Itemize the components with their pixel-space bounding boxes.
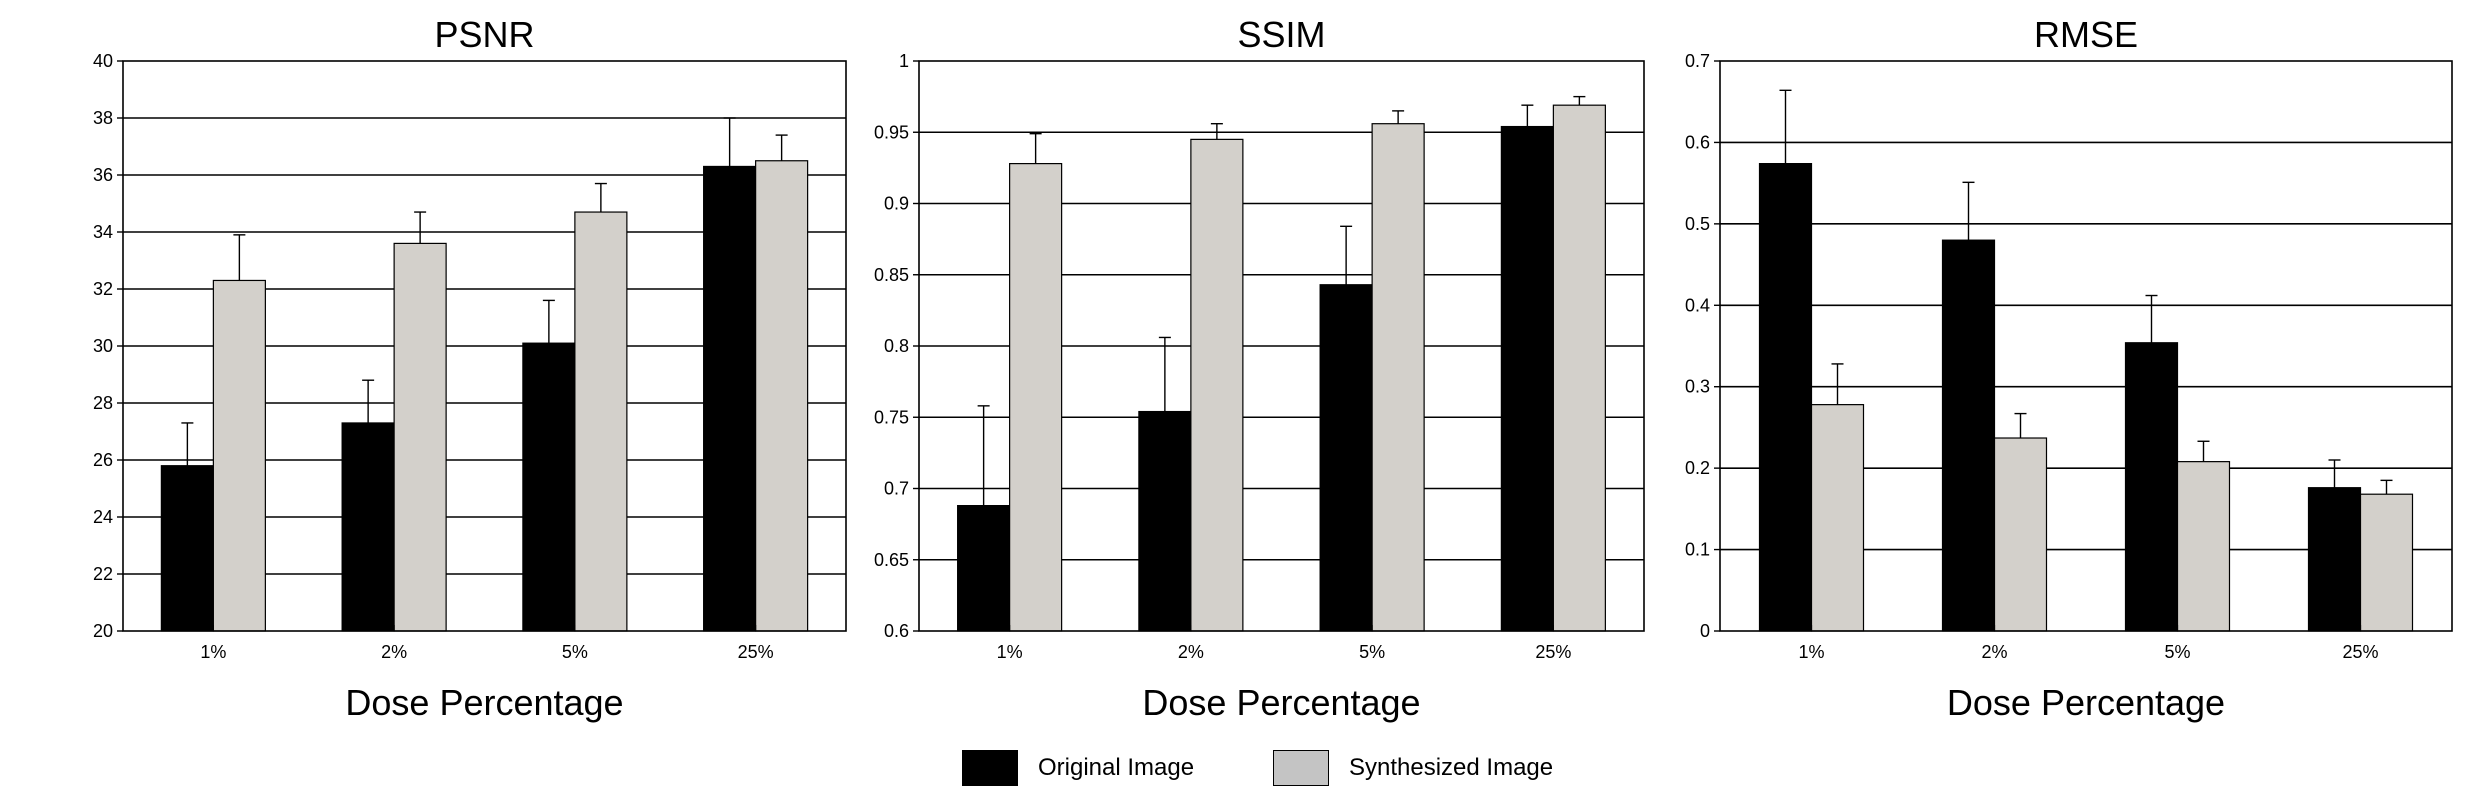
ssim-ytick-label: 0.9 <box>884 194 909 214</box>
rmse-ytick-label: 0 <box>1700 621 1710 641</box>
psnr-bar-original <box>341 422 395 632</box>
ssim-bar-synthesized <box>1190 138 1244 632</box>
rmse-title: RMSE <box>2034 14 2138 55</box>
psnr-ytick-label: 22 <box>93 564 113 584</box>
psnr-ytick-label: 24 <box>93 507 113 527</box>
psnr-bar-synthesized <box>574 211 628 632</box>
rmse-ytick-label: 0.7 <box>1685 51 1710 71</box>
legend-label-original: Original Image <box>1038 754 1195 781</box>
rmse-ytick-label: 0.4 <box>1685 295 1710 315</box>
psnr-bar-synthesized <box>393 242 447 632</box>
rmse-bar-original <box>2124 342 2179 632</box>
ssim-ytick-label: 0.75 <box>874 407 909 427</box>
rmse-bar-original <box>1758 163 1813 632</box>
psnr-xlabel: Dose Percentage <box>345 682 623 723</box>
rmse-xlabel: Dose Percentage <box>1947 682 2225 723</box>
ssim-xtick-label: 5% <box>1359 642 1385 662</box>
legend-swatch-synthesized <box>1273 750 1329 786</box>
ssim-bar-synthesized <box>1552 104 1606 632</box>
rmse-bar-original <box>1941 239 1996 632</box>
ssim-xlabel: Dose Percentage <box>1142 682 1420 723</box>
rmse-xtick-label: 25% <box>2342 642 2378 662</box>
ssim-ytick-label: 1 <box>899 51 909 71</box>
rmse-ytick-label: 0.1 <box>1685 540 1710 560</box>
psnr-ytick-label: 30 <box>93 336 113 356</box>
rmse-xtick-label: 5% <box>2164 642 2190 662</box>
ssim-xtick-label: 2% <box>1178 642 1204 662</box>
psnr-title: PSNR <box>434 14 534 55</box>
legend-item-synthesized: Synthesized Image <box>1273 748 1553 788</box>
psnr-xtick-label: 5% <box>562 642 588 662</box>
psnr-ytick-label: 32 <box>93 279 113 299</box>
rmse-bar-synthesized <box>2359 493 2414 632</box>
ssim-bar-original <box>1319 284 1373 632</box>
ssim-ytick-label: 0.7 <box>884 479 909 499</box>
rmse-bar-synthesized <box>1993 437 2048 632</box>
ssim-bar-synthesized <box>1009 163 1063 632</box>
ssim-frame <box>918 60 1645 632</box>
rmse-bar-original <box>2307 487 2362 632</box>
rmse-bar-synthesized <box>1810 404 1865 632</box>
psnr-frame <box>122 60 847 632</box>
rmse-ytick-label: 0.5 <box>1685 214 1710 234</box>
ssim-bar-original <box>957 505 1011 632</box>
psnr-bar-original <box>160 465 214 632</box>
rmse-bar-synthesized <box>2176 461 2231 632</box>
rmse-xtick-label: 1% <box>1798 642 1824 662</box>
legend-item-original: Original Image <box>962 748 1194 788</box>
rmse-ytick-label: 0.6 <box>1685 132 1710 152</box>
ssim-xtick-label: 1% <box>997 642 1023 662</box>
legend-swatch-original <box>962 750 1018 786</box>
ssim-xtick-label: 25% <box>1535 642 1571 662</box>
psnr-bar-synthesized <box>212 279 266 632</box>
legend-label-synthesized: Synthesized Image <box>1349 754 1554 781</box>
psnr-ytick-label: 34 <box>93 222 113 242</box>
psnr-ytick-label: 36 <box>93 165 113 185</box>
psnr-bar-original <box>522 342 576 632</box>
ssim-bar-original <box>1138 410 1192 632</box>
psnr-ytick-label: 40 <box>93 51 113 71</box>
psnr-ytick-label: 28 <box>93 393 113 413</box>
psnr-xtick-label: 25% <box>738 642 774 662</box>
ssim-bar-synthesized <box>1371 123 1425 632</box>
ssim-ytick-label: 0.6 <box>884 621 909 641</box>
psnr-bar-original <box>703 165 757 632</box>
ssim-ytick-label: 0.8 <box>884 336 909 356</box>
ssim-title: SSIM <box>1237 14 1325 55</box>
psnr-ytick-label: 26 <box>93 450 113 470</box>
psnr-ytick-label: 20 <box>93 621 113 641</box>
ssim-bar-original <box>1500 125 1554 632</box>
rmse-ytick-label: 0.2 <box>1685 458 1710 478</box>
rmse-frame <box>1719 60 2453 632</box>
ssim-ytick-label: 0.85 <box>874 265 909 285</box>
psnr-bar-synthesized <box>755 160 809 632</box>
rmse-xtick-label: 2% <box>1981 642 2007 662</box>
ssim-ytick-label: 0.65 <box>874 550 909 570</box>
ssim-ytick-label: 0.95 <box>874 122 909 142</box>
psnr-ytick-label: 38 <box>93 108 113 128</box>
psnr-xtick-label: 1% <box>200 642 226 662</box>
psnr-xtick-label: 2% <box>381 642 407 662</box>
rmse-ytick-label: 0.3 <box>1685 377 1710 397</box>
